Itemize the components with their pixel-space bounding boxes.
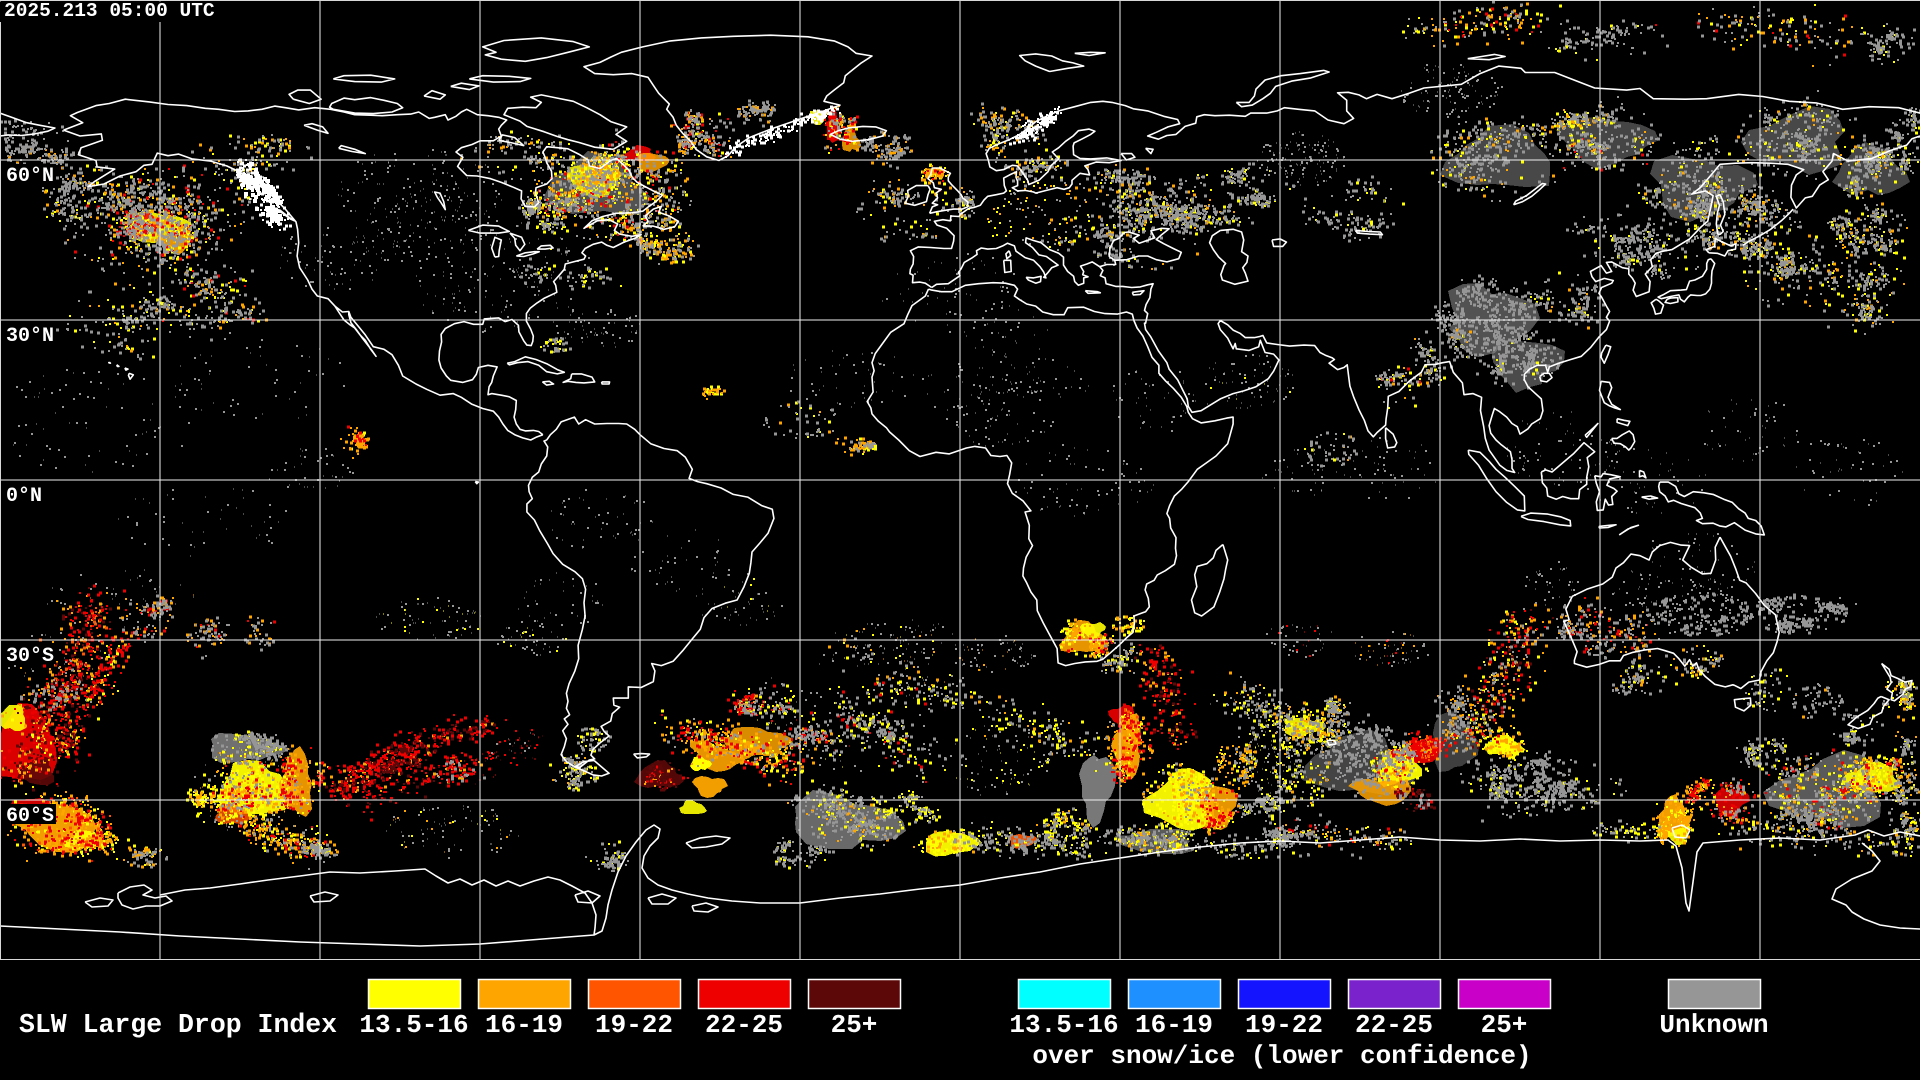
svg-text:22-25: 22-25 <box>1355 1010 1433 1040</box>
svg-text:60°S: 60°S <box>6 805 54 828</box>
svg-text:19-22: 19-22 <box>1245 1010 1323 1040</box>
svg-text:0°N: 0°N <box>6 485 42 508</box>
svg-text:over snow/ice (lower confidenc: over snow/ice (lower confidence) <box>1032 1041 1531 1071</box>
svg-text:22-25: 22-25 <box>705 1010 783 1040</box>
svg-text:30°N: 30°N <box>6 325 54 348</box>
svg-text:25+: 25+ <box>831 1010 878 1040</box>
svg-text:19-22: 19-22 <box>595 1010 673 1040</box>
svg-text:13.5-16: 13.5-16 <box>359 1010 468 1040</box>
svg-text:Unknown: Unknown <box>1659 1010 1768 1040</box>
svg-text:16-19: 16-19 <box>485 1010 563 1040</box>
svg-text:2025.213 05:00 UTC: 2025.213 05:00 UTC <box>4 0 215 22</box>
svg-text:30°S: 30°S <box>6 645 54 668</box>
svg-text:SLW Large Drop Index: SLW Large Drop Index <box>19 1010 337 1040</box>
svg-text:16-19: 16-19 <box>1135 1010 1213 1040</box>
svg-text:13.5-16: 13.5-16 <box>1009 1010 1118 1040</box>
svg-text:60°N: 60°N <box>6 165 54 188</box>
svg-text:25+: 25+ <box>1481 1010 1528 1040</box>
